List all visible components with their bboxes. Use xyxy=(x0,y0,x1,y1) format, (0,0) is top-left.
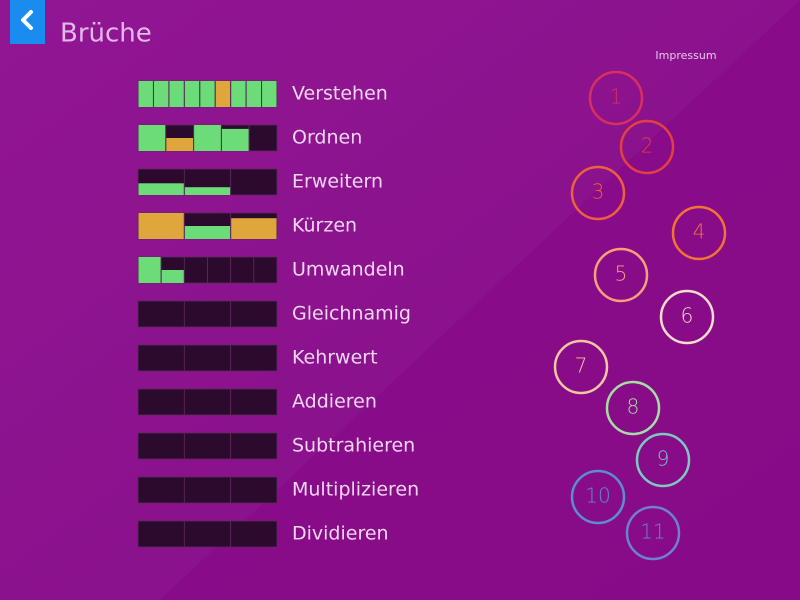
level-number[interactable]: 4 xyxy=(693,220,706,244)
progress-fill xyxy=(184,81,200,107)
progress-cell xyxy=(230,476,278,504)
progress-cell xyxy=(137,432,185,460)
progress-fill xyxy=(200,81,215,107)
progress-cell xyxy=(230,388,278,416)
back-chevron[interactable] xyxy=(21,10,33,30)
progress-cell xyxy=(183,256,208,284)
progress-cell xyxy=(230,520,278,548)
topic-label[interactable]: Dividieren xyxy=(292,523,389,545)
progress-fill xyxy=(184,226,231,239)
level-circle[interactable] xyxy=(553,339,609,395)
topic-label[interactable]: Kürzen xyxy=(292,215,357,237)
progress-fill xyxy=(169,81,184,107)
progress-cell xyxy=(137,476,185,504)
progress-fill xyxy=(194,125,221,151)
progress-fill xyxy=(138,125,166,151)
progress-cell xyxy=(230,432,278,460)
level-number[interactable]: 3 xyxy=(592,180,605,204)
progress-fill xyxy=(138,81,153,107)
topic-label[interactable]: Umwandeln xyxy=(292,259,405,281)
progress-fill xyxy=(215,81,231,107)
topic-label[interactable]: Verstehen xyxy=(292,83,388,105)
level-number[interactable]: 7 xyxy=(575,354,588,378)
level-circle[interactable] xyxy=(635,432,691,488)
progress-fill xyxy=(166,138,194,151)
level-number[interactable]: 6 xyxy=(681,304,694,328)
level-number[interactable]: 8 xyxy=(627,395,640,419)
progress-cell xyxy=(183,300,232,328)
level-number[interactable]: 9 xyxy=(657,447,670,471)
topic-label[interactable]: Erweitern xyxy=(292,171,383,193)
level-number[interactable]: 2 xyxy=(641,134,654,158)
level-circle[interactable] xyxy=(605,380,661,436)
progress-fill xyxy=(246,81,262,107)
topic-label[interactable]: Kehrwert xyxy=(292,347,378,369)
progress-fill xyxy=(138,213,184,239)
level-circle[interactable] xyxy=(619,119,675,175)
progress-fill xyxy=(138,183,184,195)
progress-fill xyxy=(161,270,184,283)
progress-cell xyxy=(137,520,185,548)
topic-label[interactable]: Multiplizieren xyxy=(292,479,419,501)
topic-label[interactable]: Ordnen xyxy=(292,127,362,149)
level-number[interactable]: 11 xyxy=(640,520,665,544)
progress-cell xyxy=(137,388,185,416)
progress-cell xyxy=(230,300,278,328)
progress-fill xyxy=(153,81,169,107)
progress-cell xyxy=(207,256,232,284)
progress-cell xyxy=(253,256,278,284)
back-button[interactable] xyxy=(10,0,45,44)
progress-fill xyxy=(231,218,277,239)
level-circle[interactable] xyxy=(570,165,626,221)
level-number[interactable]: 1 xyxy=(610,85,623,109)
impressum-link[interactable]: Impressum xyxy=(655,49,716,62)
progress-fill xyxy=(184,187,231,195)
level-circle[interactable] xyxy=(570,469,626,525)
topic-label[interactable]: Gleichnamig xyxy=(292,303,411,325)
progress-fill xyxy=(231,81,246,107)
progress-cell xyxy=(183,344,232,372)
topic-label[interactable]: Subtrahieren xyxy=(292,435,415,457)
level-number[interactable]: 5 xyxy=(615,262,628,286)
topic-label[interactable]: Addieren xyxy=(292,391,377,413)
page-title: Brüche xyxy=(60,19,152,49)
progress-cell xyxy=(230,256,255,284)
level-circle[interactable] xyxy=(588,70,644,126)
progress-cell xyxy=(183,520,232,548)
level-circle[interactable] xyxy=(593,247,649,303)
progress-cell xyxy=(137,344,185,372)
progress-cell xyxy=(248,124,278,152)
progress-cell xyxy=(137,300,185,328)
level-circle[interactable] xyxy=(659,289,715,345)
progress-fill xyxy=(221,128,249,151)
progress-cell xyxy=(183,388,232,416)
progress-fill xyxy=(262,81,277,107)
level-circle[interactable] xyxy=(671,205,727,261)
progress-fill xyxy=(138,257,161,283)
progress-cell xyxy=(230,168,278,196)
level-circle[interactable] xyxy=(625,505,681,561)
progress-cell xyxy=(183,476,232,504)
progress-cell xyxy=(183,432,232,460)
progress-cell xyxy=(230,344,278,372)
level-number[interactable]: 10 xyxy=(585,484,610,508)
